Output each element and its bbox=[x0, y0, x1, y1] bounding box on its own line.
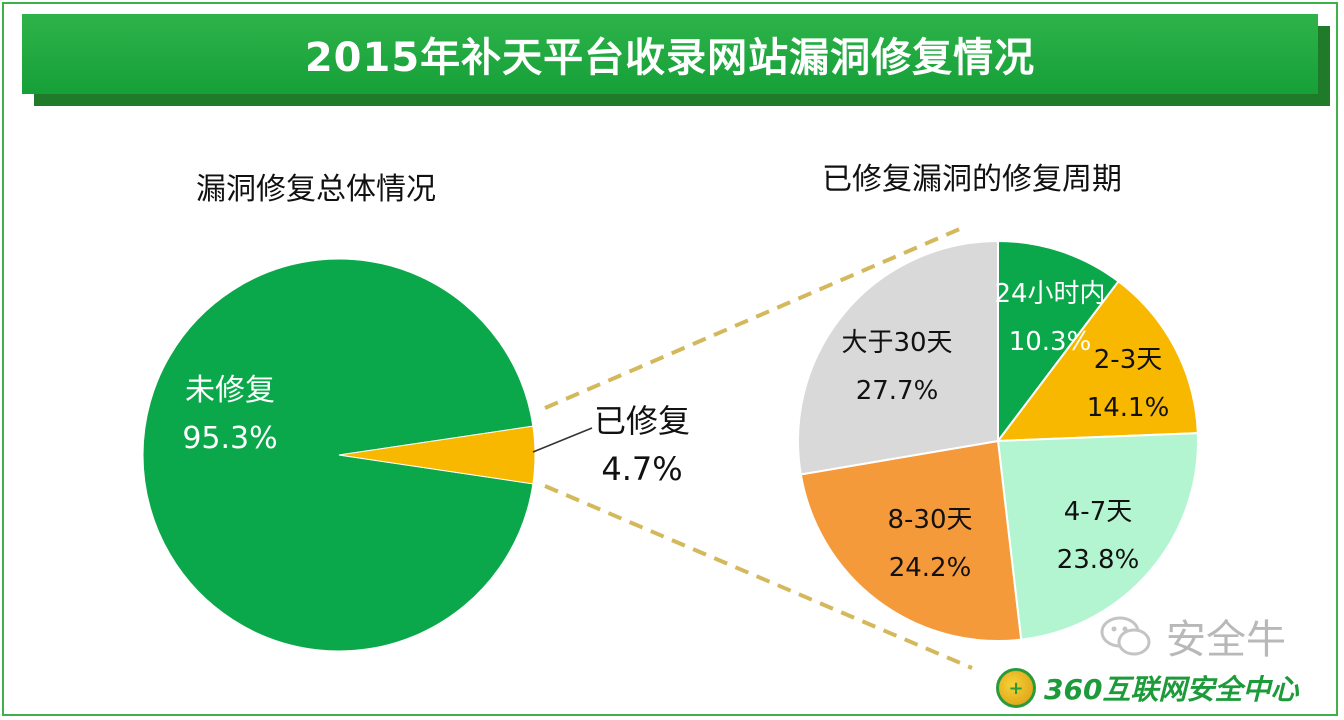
right-pie-slice-3 bbox=[801, 441, 1021, 641]
left-fixed-value: 4.7% bbox=[601, 450, 682, 488]
logo-text: 360互联网安全中心 bbox=[1044, 668, 1298, 708]
watermark: 安全牛 bbox=[1098, 606, 1308, 666]
right-slice-0-label: 24小时内 bbox=[994, 279, 1105, 309]
right-slice-0-value: 10.3% bbox=[1009, 327, 1092, 357]
right-slice-2-label: 4-7天 bbox=[1064, 497, 1132, 527]
logo: + 360互联网安全中心 bbox=[996, 664, 1298, 712]
watermark-text: 安全牛 bbox=[1166, 607, 1286, 665]
right-slice-4-value: 27.7% bbox=[856, 376, 939, 406]
right-slice-3-label: 8-30天 bbox=[887, 505, 972, 535]
right-slice-2-value: 23.8% bbox=[1057, 545, 1140, 575]
right-slice-4-label: 大于30天 bbox=[841, 328, 952, 358]
right-slice-1-label: 2-3天 bbox=[1094, 345, 1162, 375]
right-slice-1-value: 14.1% bbox=[1087, 393, 1170, 423]
left-fixed-label: 已修复 bbox=[594, 402, 690, 440]
leader-line bbox=[533, 428, 592, 452]
360-badge-icon: + bbox=[996, 668, 1036, 708]
wechat-icon bbox=[1098, 614, 1154, 658]
left-unfixed-label: 未修复 bbox=[185, 373, 275, 408]
right-slice-3-value: 24.2% bbox=[889, 553, 972, 583]
left-unfixed-value: 95.3% bbox=[182, 421, 277, 456]
